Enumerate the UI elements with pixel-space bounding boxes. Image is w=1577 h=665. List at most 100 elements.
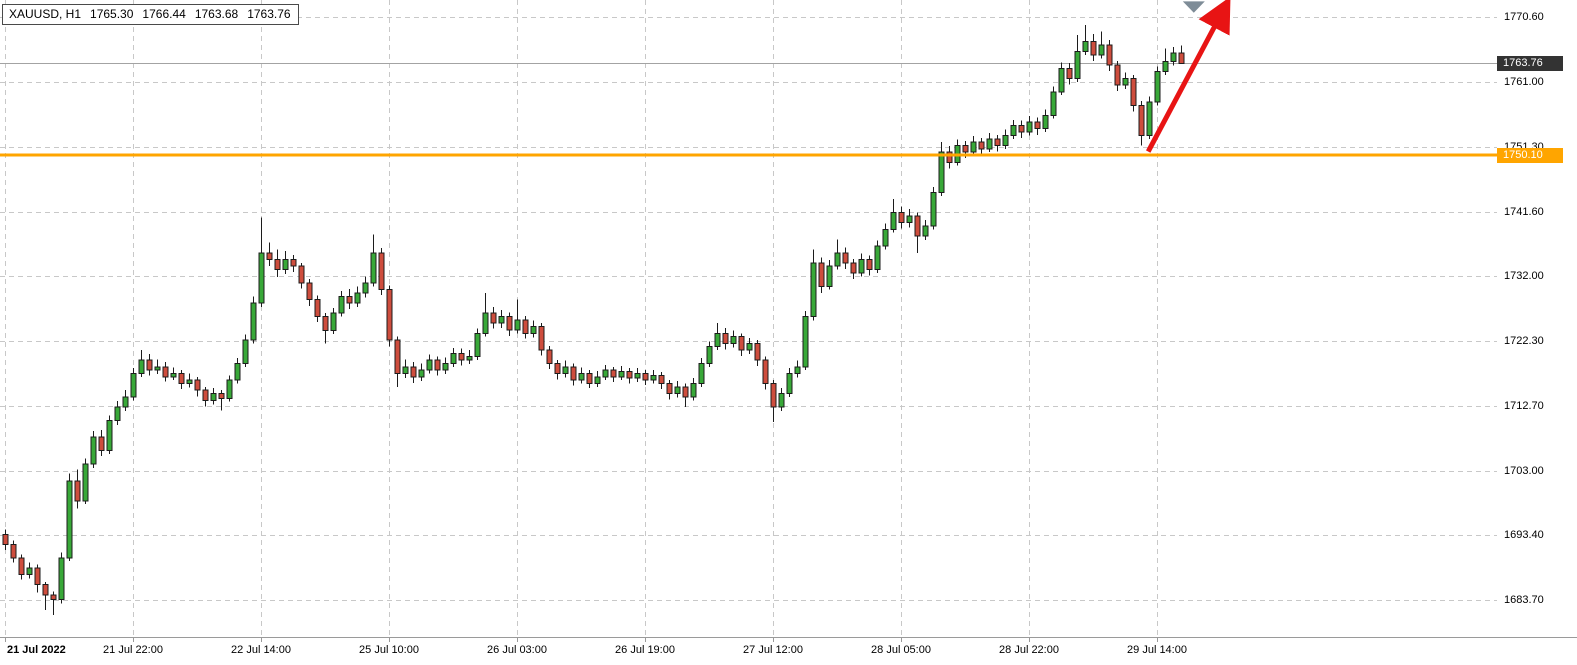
horizontal-gridlines <box>0 17 1497 601</box>
candle <box>322 313 329 344</box>
time-axis-label: 21 Jul 22:00 <box>103 644 163 656</box>
low-value: 1763.68 <box>194 7 239 21</box>
close-value: 1763.76 <box>247 7 291 21</box>
candle <box>850 258 857 279</box>
price-axis-label: 1732.00 <box>1504 270 1544 282</box>
candle <box>522 315 529 339</box>
candle <box>810 249 817 321</box>
candle <box>610 366 617 383</box>
price-axis-label: 1683.70 <box>1504 594 1544 606</box>
candle <box>1018 120 1025 139</box>
candle <box>674 380 681 398</box>
candle <box>74 469 81 509</box>
candle <box>1082 24 1089 55</box>
candle <box>818 257 825 294</box>
candle <box>530 320 537 338</box>
time-axis-tick <box>1029 638 1030 642</box>
candle <box>906 209 913 228</box>
candle <box>458 348 465 366</box>
candle <box>306 278 313 306</box>
time-axis-label: 29 Jul 14:00 <box>1127 644 1187 656</box>
time-axis-label: 26 Jul 03:00 <box>487 644 547 656</box>
candle <box>58 552 65 604</box>
candle <box>858 253 865 277</box>
candle <box>626 368 633 384</box>
candle <box>842 247 849 269</box>
candle <box>730 330 737 348</box>
candle <box>562 360 569 378</box>
candle <box>90 431 97 469</box>
time-axis-label: 22 Jul 14:00 <box>231 644 291 656</box>
time-axis[interactable]: 21 Jul 2022 21 Jul 22:00 22 Jul 14:00 25 Ju… <box>0 637 1577 665</box>
candle <box>650 370 657 384</box>
candle <box>938 142 945 196</box>
candle <box>250 296 257 344</box>
candle <box>1122 72 1129 90</box>
time-axis-label: 27 Jul 12:00 <box>743 644 803 656</box>
candle <box>98 429 105 456</box>
candle <box>482 293 489 337</box>
time-axis-tick <box>773 638 774 642</box>
candle <box>786 368 793 397</box>
price-axis-label: 1722.30 <box>1504 335 1544 347</box>
candle <box>298 262 305 289</box>
candle <box>682 383 689 408</box>
candle <box>1058 62 1065 96</box>
candle <box>946 146 953 169</box>
candle <box>258 217 265 308</box>
candle <box>138 350 145 377</box>
hline-price-tag: 1750.10 <box>1497 148 1563 163</box>
candle <box>1050 86 1057 119</box>
candle <box>794 360 801 378</box>
candle <box>738 333 745 357</box>
candle <box>698 358 705 387</box>
candle <box>1154 66 1161 106</box>
candle <box>994 134 1001 152</box>
candle <box>114 400 121 426</box>
candle <box>826 260 833 290</box>
candle <box>706 341 713 367</box>
candle <box>1106 40 1113 72</box>
candle <box>1090 34 1097 62</box>
candle <box>146 354 153 376</box>
candle <box>490 307 497 329</box>
candlestick-chart[interactable] <box>0 0 1497 637</box>
candle <box>354 286 361 308</box>
candle <box>778 388 785 412</box>
candle <box>282 250 289 275</box>
candle <box>418 363 425 381</box>
candle <box>546 345 553 369</box>
candle <box>986 132 993 153</box>
candle <box>1138 101 1145 146</box>
time-axis-tick <box>901 638 902 642</box>
candle <box>1098 31 1105 59</box>
candle <box>122 390 129 412</box>
chart-plot-area[interactable]: XAUUSD, H1 1765.30 1766.44 1763.68 1763.76 <box>0 0 1498 637</box>
candle <box>42 582 49 611</box>
candle <box>890 199 897 233</box>
candle <box>1026 116 1033 136</box>
candle <box>186 373 193 388</box>
time-axis-label: 26 Jul 19:00 <box>615 644 675 656</box>
candle <box>202 386 209 407</box>
candle <box>506 312 513 336</box>
candle <box>1170 46 1177 66</box>
trend-arrow[interactable] <box>1145 0 1231 153</box>
triangle-marker[interactable] <box>1182 1 1205 13</box>
candle <box>362 276 369 298</box>
candle <box>2 529 9 550</box>
time-axis-tick <box>1157 638 1158 642</box>
candle <box>770 380 777 422</box>
price-axis[interactable]: 1770.60 1761.00 1751.30 1741.60 1732.00 1722.… <box>1497 0 1577 637</box>
candle <box>746 337 753 355</box>
candle <box>538 323 545 356</box>
candle <box>602 364 609 381</box>
candle <box>442 357 449 375</box>
candle <box>618 366 625 381</box>
candle <box>954 139 961 166</box>
time-axis-tick <box>261 638 262 642</box>
candle <box>330 307 337 334</box>
candle <box>314 295 321 322</box>
vertical-gridlines <box>5 0 1158 637</box>
candle <box>106 415 113 454</box>
